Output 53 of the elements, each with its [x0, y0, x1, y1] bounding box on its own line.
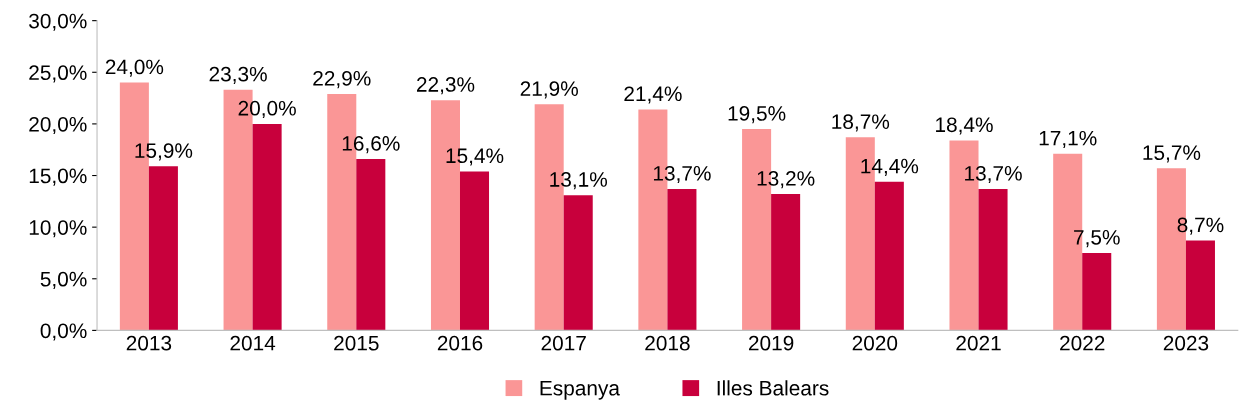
data-label: 8,7% — [1177, 217, 1224, 235]
data-label: 21,4% — [624, 86, 682, 104]
data-label: 18,7% — [832, 114, 890, 132]
data-label: 23,3% — [209, 66, 267, 84]
x-tick-label: 2019 — [748, 335, 794, 351]
x-tick-label: 2016 — [437, 335, 483, 351]
bar — [148, 166, 178, 331]
data-label: 7,5% — [1074, 230, 1120, 248]
x-tick-label: 2015 — [334, 335, 379, 351]
data-label: 22,9% — [313, 70, 371, 89]
bar — [460, 171, 490, 331]
y-tick-label: 15,0% — [29, 168, 87, 186]
x-tick-label: 2013 — [126, 335, 172, 351]
data-label: 19,5% — [728, 106, 786, 124]
bar — [874, 181, 904, 331]
y-tick-label: 5,0% — [40, 271, 87, 289]
data-label: 13,7% — [965, 165, 1022, 184]
bar — [252, 123, 282, 331]
data-label: 16,6% — [342, 135, 400, 154]
data-label: 21,9% — [520, 81, 578, 99]
y-tick-label: 10,0% — [29, 220, 87, 238]
x-tick-label: 2017 — [541, 335, 586, 351]
data-label: 17,1% — [1039, 130, 1097, 149]
y-tick-label: 30,0% — [29, 13, 87, 31]
bar — [667, 188, 697, 331]
data-label: 15,9% — [135, 143, 193, 161]
bar — [563, 195, 593, 331]
data-label: 24,0% — [105, 59, 164, 77]
data-label: 15,7% — [1143, 145, 1201, 163]
bar — [978, 188, 1008, 331]
data-label: 18,4% — [936, 117, 993, 135]
bar — [771, 194, 801, 331]
data-label: 20,0% — [238, 100, 296, 119]
x-tick-label: 2022 — [1060, 335, 1105, 351]
legend-label: Illes Balears — [717, 380, 829, 396]
x-tick-label: 2018 — [645, 335, 690, 351]
y-tick-label: 20,0% — [29, 116, 87, 135]
y-tick-label: 25,0% — [29, 65, 87, 83]
data-label: 13,7% — [653, 165, 711, 184]
x-tick-label: 2014 — [230, 335, 276, 351]
data-label: 15,4% — [446, 148, 504, 166]
legend-label: Espanya — [540, 381, 620, 400]
x-tick-label: 2023 — [1163, 335, 1209, 351]
x-tick-label: 2020 — [852, 335, 898, 351]
y-tick-label: 0,0% — [40, 323, 87, 341]
bar — [1185, 240, 1215, 331]
bar — [1082, 252, 1112, 331]
data-label: 13,2% — [757, 171, 815, 189]
x-tick-label: 2021 — [956, 335, 1001, 351]
data-label: 22,3% — [416, 77, 475, 95]
data-label: 14,4% — [861, 158, 919, 176]
bar — [356, 159, 386, 331]
data-label: 13,1% — [550, 172, 608, 190]
